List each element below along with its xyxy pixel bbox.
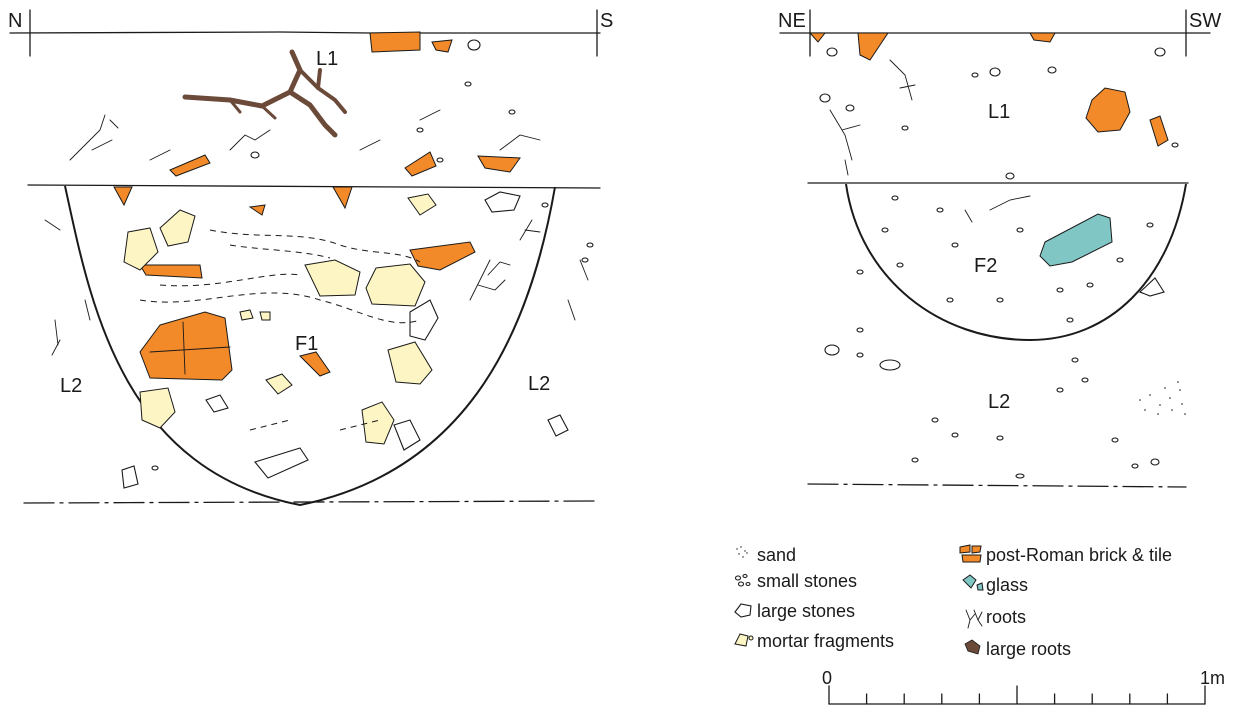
layer-l1-left: L1	[316, 48, 338, 70]
legend-mortar-label: mortar fragments	[757, 631, 894, 651]
large-roots-icon	[964, 639, 981, 655]
layer-l2-left-east: L2	[528, 373, 550, 395]
legend-sand-label: sand	[757, 545, 796, 565]
large-brick-f1	[139, 311, 233, 381]
legend: sand small stones large stones mortar fr…	[734, 544, 1172, 659]
feature-f1-cut	[64, 185, 556, 507]
layer-l2-right: L2	[988, 391, 1010, 413]
legend-large-stones-label: large stones	[757, 601, 855, 621]
sand-patch	[1139, 381, 1186, 415]
feature-f2-cut	[845, 183, 1187, 342]
section-left: N S	[8, 9, 613, 507]
scale-bar: 0 1m	[822, 668, 1225, 705]
layer-l1-right: L1	[988, 101, 1010, 123]
legend-large-roots-label: large roots	[986, 639, 1071, 659]
orientation-s-label: S	[600, 10, 613, 32]
feature-f1-label: F1	[295, 333, 318, 355]
large-root-l1	[182, 49, 347, 138]
small-stones-icon	[734, 573, 751, 587]
scale-ticks	[828, 685, 1206, 705]
orientation-ne-label: NE	[778, 10, 806, 32]
legend-roots-label: roots	[986, 607, 1026, 627]
large-stones-icon	[734, 603, 752, 618]
orientation-n-label: N	[8, 10, 22, 32]
legend-brick-label: post-Roman brick & tile	[986, 545, 1172, 565]
scale-start-label: 0	[822, 668, 832, 688]
feature-f2-label: F2	[974, 255, 997, 277]
mortar-fragments-icon	[734, 633, 754, 647]
brick-tile-icon	[959, 544, 982, 563]
roots-icon	[965, 609, 983, 629]
legend-small-stones-label: small stones	[757, 571, 857, 591]
scale-end-label: 1m	[1200, 668, 1225, 688]
legend-glass-label: glass	[986, 575, 1028, 595]
layer-l2-left-west: L2	[60, 375, 82, 397]
orientation-sw-label: SW	[1189, 10, 1221, 32]
section-right: NE SW	[778, 9, 1221, 488]
glass-fragment	[1039, 213, 1113, 267]
sand-icon	[736, 546, 748, 558]
glass-icon	[962, 574, 984, 591]
